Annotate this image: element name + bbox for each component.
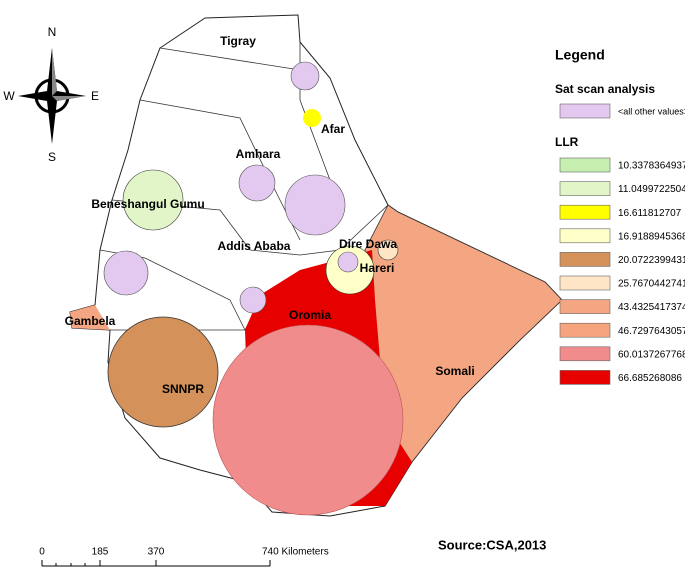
legend-swatch xyxy=(559,228,611,244)
legend: Legend Sat scan analysis LLR <all other … xyxy=(555,47,685,385)
legend-swatch xyxy=(559,322,611,338)
cluster-lilac xyxy=(103,250,149,296)
region-label: Afar xyxy=(321,122,345,136)
cluster-lilac xyxy=(238,164,276,202)
legend-label: 10.3378364937 xyxy=(618,161,685,172)
legend-swatch xyxy=(559,103,611,119)
region-label: Oromia xyxy=(289,308,331,322)
legend-label: 46.7297643057 xyxy=(618,326,685,337)
legend-label: 60.0137267768 xyxy=(618,349,685,360)
legend-label: <all other values> xyxy=(618,106,685,116)
cluster-lilac xyxy=(337,251,359,273)
region-label: Gambela xyxy=(65,314,116,328)
scale-label: 740 Kilometers xyxy=(262,547,329,558)
legend-swatch xyxy=(559,275,611,291)
source: Source:CSA,2013 xyxy=(438,537,546,552)
region-label: Tigray xyxy=(220,34,256,48)
compass-s: S xyxy=(48,150,56,164)
legend-label: 20.0722399431 xyxy=(618,255,685,266)
region-label: Beneshangul Gumu xyxy=(91,197,204,211)
legend-label: 25.7670442741 xyxy=(618,279,685,290)
scale-label: 0 xyxy=(39,547,45,558)
legend-label: 16.611812707 xyxy=(618,208,682,219)
scale-bar xyxy=(41,560,271,567)
legend-swatch xyxy=(559,181,611,196)
cluster-lilac xyxy=(290,61,320,91)
region-label: Dire Dawa xyxy=(339,237,397,251)
region-label: Hareri xyxy=(360,261,395,275)
legend-swatch xyxy=(559,252,611,267)
cluster-lilac xyxy=(284,174,346,236)
gambela-region xyxy=(70,305,110,330)
cluster-group xyxy=(103,61,359,314)
region-label: Addis Ababa xyxy=(218,239,291,253)
legend-label: 16.9188945368 xyxy=(618,231,685,242)
region-label: Somali xyxy=(435,364,474,378)
cluster-tan xyxy=(377,239,399,261)
legend-swatch xyxy=(559,157,611,173)
compass-n: N xyxy=(48,25,57,39)
cluster-brown xyxy=(107,316,219,428)
legend-swatch xyxy=(559,299,611,314)
legend-llr-title: LLR xyxy=(555,135,579,149)
compass xyxy=(18,48,86,144)
legend-swatch xyxy=(559,370,611,385)
cluster-lilac xyxy=(239,286,267,314)
legend-swatch xyxy=(559,346,611,362)
scale-label: 370 xyxy=(148,547,165,558)
cluster-yellow xyxy=(303,109,321,127)
region-borders xyxy=(99,42,389,331)
legend-title: Legend xyxy=(555,47,605,63)
legend-label: 11.0499722504 xyxy=(618,184,685,195)
region-label: Amhara xyxy=(236,147,281,161)
compass-w: W xyxy=(3,89,15,103)
compass-e: E xyxy=(91,89,99,103)
legend-label: 43.4325417374 xyxy=(618,302,685,313)
cluster-green xyxy=(122,169,184,231)
legend-group: Sat scan analysis xyxy=(555,82,655,96)
region-label: SNNPR xyxy=(162,382,204,396)
cluster-pink xyxy=(212,324,404,516)
legend-label: 66.685268086 xyxy=(618,373,682,384)
legend-swatch xyxy=(559,204,611,220)
scale-label: 185 xyxy=(92,547,109,558)
